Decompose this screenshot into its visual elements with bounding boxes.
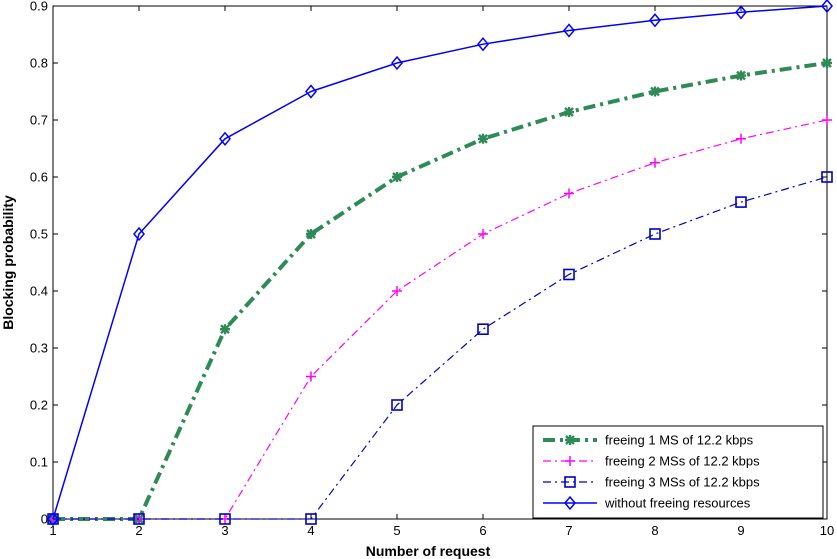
- legend-label: without freeing resources: [604, 496, 751, 511]
- y-tick-label: 0.9: [30, 0, 48, 14]
- data-point: [392, 172, 402, 182]
- data-point: [133, 513, 145, 525]
- data-point: [735, 196, 747, 208]
- data-point: [564, 107, 574, 118]
- x-tick-label: 10: [820, 523, 834, 538]
- series-4: [47, 0, 833, 527]
- data-point: [477, 37, 489, 52]
- legend-marker: [564, 495, 576, 511]
- series-3: [47, 171, 833, 525]
- data-point: [649, 228, 661, 240]
- y-tick-label: 0.4: [30, 284, 48, 299]
- data-point: [821, 171, 833, 183]
- data-point: [306, 229, 316, 239]
- data-point: [735, 5, 747, 20]
- data-point: [478, 133, 488, 144]
- legend-marker: [564, 476, 576, 488]
- series-line: [52, 5, 828, 520]
- data-point: [133, 226, 145, 242]
- legend-label: freeing 1 MS of 12.2 kbps: [605, 433, 754, 448]
- data-point: [305, 513, 317, 525]
- series-line: [53, 61, 828, 521]
- legend-item: freeing 1 MS of 12.2 kbps: [543, 433, 754, 448]
- data-point: [391, 55, 403, 71]
- y-axis-title: Blocking probability: [0, 195, 16, 330]
- data-point: [391, 399, 403, 411]
- data-point: [736, 70, 746, 81]
- y-tick-label: 0.7: [30, 113, 48, 128]
- data-point: [219, 131, 231, 146]
- x-tick-label: 8: [651, 523, 658, 538]
- data-point: [822, 58, 832, 68]
- data-point: [305, 84, 317, 99]
- data-point: [563, 23, 575, 38]
- data-point: [736, 133, 746, 144]
- x-tick-label: 3: [221, 523, 228, 538]
- y-tick-label: 0.2: [30, 398, 48, 413]
- data-point: [821, 0, 833, 14]
- y-tick-label: 0.5: [30, 227, 48, 242]
- y-tick-label: 0: [41, 512, 48, 527]
- legend-marker: [565, 435, 575, 445]
- x-tick-label: 5: [393, 523, 400, 538]
- x-tick-label: 6: [479, 523, 486, 538]
- y-tick-label: 0.8: [30, 56, 48, 71]
- legend-label: freeing 2 MSs of 12.2 kbps: [605, 454, 760, 469]
- legend-item: freeing 3 MSs of 12.2 kbps: [543, 475, 760, 490]
- x-tick-label: 9: [737, 523, 744, 538]
- legend-marker: [565, 456, 575, 466]
- y-tick-label: 0.6: [30, 170, 48, 185]
- legend-item: freeing 2 MSs of 12.2 kbps: [543, 454, 760, 469]
- data-point: [306, 371, 316, 382]
- data-point: [564, 188, 574, 199]
- data-point: [47, 511, 59, 527]
- x-tick-label: 4: [307, 523, 314, 538]
- data-point: [220, 324, 230, 335]
- legend-label: freeing 3 MSs of 12.2 kbps: [605, 475, 760, 490]
- data-point: [822, 115, 832, 125]
- data-point: [649, 13, 661, 28]
- data-point: [392, 286, 402, 296]
- data-point: [650, 86, 660, 97]
- legend-item: without freeing resources: [543, 496, 751, 511]
- data-point: [650, 157, 660, 168]
- data-point: [563, 268, 575, 281]
- series-line: [53, 176, 828, 520]
- x-tick-label: 1: [49, 523, 56, 538]
- x-tick-label: 2: [135, 523, 142, 538]
- y-tick-label: 0.3: [30, 341, 48, 356]
- data-point: [478, 229, 488, 239]
- x-tick-label: 7: [565, 523, 572, 538]
- data-point: [219, 513, 231, 525]
- x-axis-title: Number of request: [366, 543, 491, 559]
- data-point: [477, 323, 489, 335]
- y-tick-label: 0.1: [30, 455, 48, 470]
